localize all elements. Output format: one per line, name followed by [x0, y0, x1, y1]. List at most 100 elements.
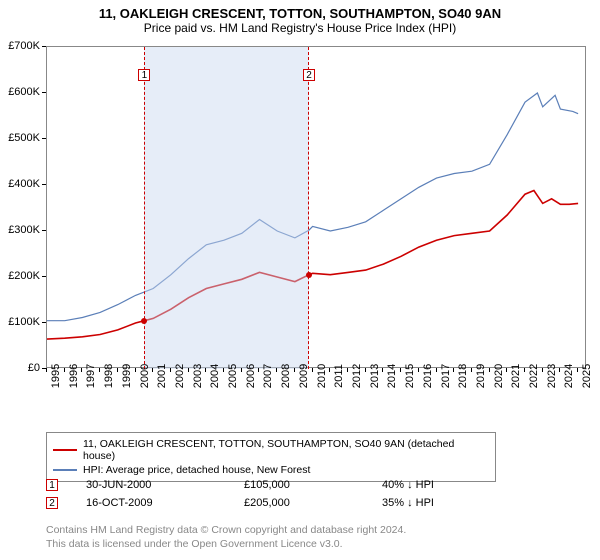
- x-tick-mark: [188, 368, 189, 372]
- x-tick-label: 2001: [156, 364, 168, 388]
- legend-row-hpi: HPI: Average price, detached house, New …: [53, 463, 489, 477]
- x-tick-mark: [312, 368, 313, 372]
- x-tick-mark: [152, 368, 153, 372]
- plot-area: 12: [46, 46, 586, 368]
- x-tick-mark: [241, 368, 242, 372]
- event-marker-2: 2: [303, 65, 315, 83]
- x-tick-label: 1997: [85, 364, 97, 388]
- y-tick-mark: [42, 184, 46, 185]
- event-dot-1: [141, 318, 147, 324]
- x-tick-mark: [294, 368, 295, 372]
- x-tick-label: 2024: [563, 364, 575, 388]
- x-tick-mark: [542, 368, 543, 372]
- x-tick-mark: [524, 368, 525, 372]
- x-tick-label: 1999: [121, 364, 133, 388]
- x-tick-label: 1996: [68, 364, 80, 388]
- x-tick-label: 2014: [386, 364, 398, 388]
- x-tick-label: 2012: [351, 364, 363, 388]
- x-tick-label: 1998: [103, 364, 115, 388]
- chart-container: { "title": "11, OAKLEIGH CRESCENT, TOTTO…: [0, 0, 600, 560]
- event-dot-2: [306, 272, 312, 278]
- x-tick-label: 2004: [209, 364, 221, 388]
- event-row-1: 130-JUN-2000£105,00040% ↓ HPI: [46, 476, 492, 494]
- x-tick-label: 2018: [457, 364, 469, 388]
- x-tick-mark: [205, 368, 206, 372]
- shaded-band: [144, 47, 309, 369]
- x-tick-mark: [418, 368, 419, 372]
- x-tick-mark: [99, 368, 100, 372]
- x-tick-mark: [577, 368, 578, 372]
- x-tick-mark: [276, 368, 277, 372]
- x-tick-mark: [559, 368, 560, 372]
- x-tick-mark: [223, 368, 224, 372]
- x-tick-label: 2008: [280, 364, 292, 388]
- legend-row-property: 11, OAKLEIGH CRESCENT, TOTTON, SOUTHAMPT…: [53, 437, 489, 463]
- x-tick-label: 2023: [546, 364, 558, 388]
- x-tick-mark: [258, 368, 259, 372]
- y-tick-label: £100K: [0, 316, 40, 328]
- event-date: 16-OCT-2009: [86, 497, 216, 509]
- legend-label: 11, OAKLEIGH CRESCENT, TOTTON, SOUTHAMPT…: [83, 438, 489, 462]
- x-tick-mark: [117, 368, 118, 372]
- attribution-line1: Contains HM Land Registry data © Crown c…: [46, 524, 406, 538]
- x-tick-label: 2021: [510, 364, 522, 388]
- y-tick-mark: [42, 138, 46, 139]
- y-tick-label: £500K: [0, 132, 40, 144]
- y-tick-mark: [42, 276, 46, 277]
- event-price: £205,000: [244, 497, 354, 509]
- x-tick-label: 2003: [192, 364, 204, 388]
- y-tick-label: £0: [0, 362, 40, 374]
- chart-title: 11, OAKLEIGH CRESCENT, TOTTON, SOUTHAMPT…: [0, 0, 600, 21]
- y-tick-label: £700K: [0, 40, 40, 52]
- legend-label: HPI: Average price, detached house, New …: [83, 464, 310, 476]
- x-tick-label: 2002: [174, 364, 186, 388]
- x-tick-label: 1995: [50, 364, 62, 388]
- legend-swatch: [53, 449, 77, 451]
- x-tick-mark: [365, 368, 366, 372]
- chart-svg: [47, 47, 587, 369]
- x-tick-mark: [170, 368, 171, 372]
- y-tick-label: £400K: [0, 178, 40, 190]
- x-tick-label: 2005: [227, 364, 239, 388]
- x-tick-mark: [400, 368, 401, 372]
- attribution-line2: This data is licensed under the Open Gov…: [46, 538, 406, 552]
- x-tick-label: 2011: [333, 364, 345, 388]
- x-tick-label: 2006: [245, 364, 257, 388]
- y-tick-mark: [42, 322, 46, 323]
- x-tick-label: 2016: [422, 364, 434, 388]
- x-tick-label: 2007: [262, 364, 274, 388]
- x-tick-mark: [471, 368, 472, 372]
- event-marker-1: 1: [138, 65, 150, 83]
- x-tick-mark: [81, 368, 82, 372]
- x-tick-mark: [453, 368, 454, 372]
- series-property: [47, 191, 578, 340]
- event-row-badge: 2: [46, 497, 58, 509]
- x-tick-mark: [329, 368, 330, 372]
- legend-swatch: [53, 469, 77, 471]
- event-hpi-diff: 35% ↓ HPI: [382, 497, 492, 509]
- series-hpi: [47, 93, 578, 321]
- x-tick-mark: [347, 368, 348, 372]
- x-tick-label: 2022: [528, 364, 540, 388]
- x-tick-mark: [135, 368, 136, 372]
- x-tick-mark: [489, 368, 490, 372]
- x-tick-mark: [382, 368, 383, 372]
- x-tick-label: 2010: [316, 364, 328, 388]
- x-tick-label: 2017: [440, 364, 452, 388]
- event-row-badge: 1: [46, 479, 58, 491]
- x-tick-mark: [64, 368, 65, 372]
- x-tick-label: 2013: [369, 364, 381, 388]
- y-tick-mark: [42, 92, 46, 93]
- x-tick-mark: [436, 368, 437, 372]
- x-tick-label: 2009: [298, 364, 310, 388]
- chart-subtitle: Price paid vs. HM Land Registry's House …: [0, 21, 600, 39]
- events-table: 130-JUN-2000£105,00040% ↓ HPI 2 16-OCT-200…: [46, 476, 492, 512]
- y-tick-label: £300K: [0, 224, 40, 236]
- y-tick-label: £600K: [0, 86, 40, 98]
- attribution: Contains HM Land Registry data © Crown c…: [46, 524, 406, 551]
- event-badge: 2: [303, 69, 315, 81]
- event-price: £105,000: [244, 479, 354, 491]
- x-tick-mark: [506, 368, 507, 372]
- legend: 11, OAKLEIGH CRESCENT, TOTTON, SOUTHAMPT…: [46, 432, 496, 482]
- x-tick-label: 2000: [139, 364, 151, 388]
